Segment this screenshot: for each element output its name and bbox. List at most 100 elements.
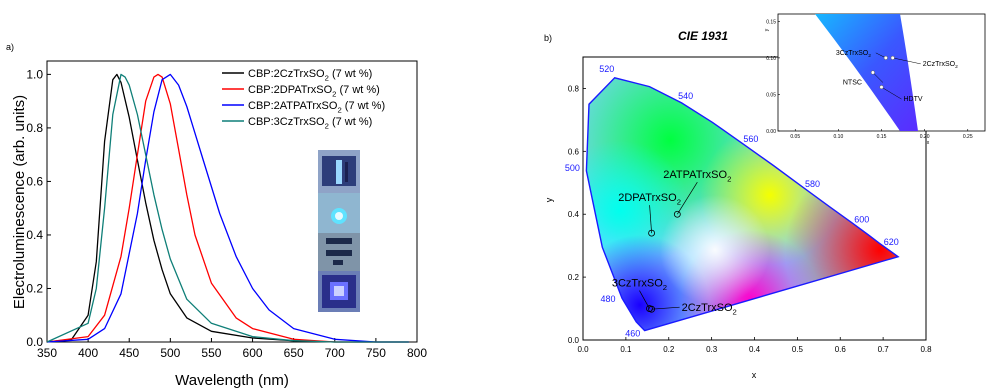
- inset-y-axis-label: y: [764, 28, 770, 31]
- y-tick-label: 0.4: [568, 210, 580, 219]
- inset-point-marker: [879, 85, 884, 90]
- legend-entry-suffix: (7 wt %): [329, 68, 372, 80]
- inset-point-label-subscript: 2: [955, 64, 958, 70]
- series-line: [46, 73, 409, 343]
- x-tick-label: 500: [160, 346, 180, 360]
- wavelength-label: 560: [743, 134, 758, 144]
- point-label-subscript: 2: [677, 197, 681, 206]
- device-photo: [318, 150, 360, 312]
- y-tick-label: 0.2: [568, 273, 580, 282]
- inset-point-label-text: 2CzTrxSO: [923, 61, 956, 68]
- y-tick-label: 0.00: [766, 129, 776, 135]
- point-label: 2ATPATrxSO2: [663, 169, 731, 183]
- x-tick-label: 0.6: [835, 345, 847, 354]
- inset-point-label-text: NTSC: [843, 80, 862, 87]
- legend-entry-subscript: 2: [325, 121, 329, 130]
- legend-entry-subscript: 2: [337, 105, 341, 114]
- x-tick-label: 600: [243, 346, 263, 360]
- data-point-marker: [673, 210, 681, 218]
- point-label: 3CzTrxSO2: [612, 278, 667, 292]
- panel-b-x-axis-label: x: [752, 370, 757, 380]
- legend-entry-suffix: (7 wt %): [329, 116, 372, 128]
- legend-entry: CBP:3CzTrxSO2 (7 wt %): [248, 116, 372, 130]
- x-tick-label: 0.05: [790, 134, 800, 140]
- wavelength-label: 580: [805, 179, 820, 189]
- inset-leader-line: [872, 72, 884, 83]
- x-tick-label: 0.2: [663, 345, 675, 354]
- y-tick-label: 0.6: [26, 174, 43, 188]
- x-tick-label: 0.15: [877, 134, 887, 140]
- x-tick-label: 0.4: [749, 345, 761, 354]
- point-label-subscript: 2: [727, 175, 731, 184]
- wavelength-label: 600: [854, 215, 869, 225]
- y-tick-label: 0.10: [766, 56, 776, 62]
- spectral-locus: [585, 77, 900, 332]
- x-tick-label: 0.10: [834, 134, 844, 140]
- inset-point-marker: [870, 70, 875, 75]
- legend-entry: CBP:2DPATrxSO2 (7 wt %): [248, 84, 380, 98]
- y-tick-label: 0.2: [26, 281, 43, 295]
- inset-x-axis: 0.05 0.10 0.15 0.20 0.25: [790, 129, 973, 140]
- series-line: [46, 73, 409, 343]
- x-tick-label: 550: [201, 346, 221, 360]
- panel-a-chart: a) 350 400 450 500 550 600 650 700 750 800 0.0 0.2…: [6, 42, 427, 389]
- x-tick-label: 0.25: [963, 134, 973, 140]
- legend-entry-suffix: (7 wt %): [342, 100, 385, 112]
- x-tick-label: 650: [284, 346, 304, 360]
- y-tick-label: 0.0: [568, 336, 580, 345]
- cie-inset: 0.05 0.10 0.15 0.20 0.25 0.00 0.05 0.10 0.15 3C…: [764, 13, 986, 146]
- legend-entry-text: CBP:2CzTrxSO: [248, 68, 325, 80]
- inset-point-label-text: HDTV: [904, 96, 923, 103]
- x-tick-label: 0.8: [920, 345, 932, 354]
- y-tick-label: 0.8: [26, 121, 43, 135]
- inset-point-marker: [883, 55, 888, 60]
- y-tick-label: 0.0: [26, 335, 43, 349]
- inset-leader-line: [881, 86, 902, 100]
- panel-a-x-axis: 350 400 450 500 550 600 650 700 750 800: [37, 338, 427, 360]
- wavelength-label: 540: [678, 91, 693, 101]
- legend-entry: CBP:2ATPATrxSO2 (7 wt %): [248, 100, 385, 114]
- point-label-text: 2ATPATrxSO: [663, 169, 727, 181]
- wavelength-label: 460: [625, 329, 640, 339]
- x-tick-label: 800: [407, 346, 427, 360]
- panel-a-y-axis: 0.0 0.2 0.4 0.6 0.8 1.0: [26, 67, 51, 349]
- y-tick-label: 0.05: [766, 92, 776, 98]
- x-tick-label: 700: [325, 346, 345, 360]
- wavelength-label: 480: [601, 294, 616, 304]
- x-tick-label: 0.1: [620, 345, 632, 354]
- wavelength-label: 620: [884, 237, 899, 247]
- y-tick-label: 0.8: [568, 84, 580, 93]
- inset-point-label-text: 3CzTrxSO: [836, 50, 869, 57]
- panel-b-x-axis: 0.0 0.1 0.2 0.3 0.4 0.5 0.6 0.7 0.8: [577, 337, 932, 354]
- inset-point-label: 3CzTrxSO2: [836, 50, 871, 59]
- legend-entry-text: CBP:2ATPATrxSO: [248, 100, 338, 112]
- inset-color-wedge: [815, 14, 918, 131]
- legend-entry-suffix: (7 wt %): [336, 84, 379, 96]
- panel-b-chart: b) CIE 1931 0.0 0.1 0.2 0.3 0.4 0.5 0.6 0.7 0.8 …: [544, 13, 986, 380]
- y-tick-label: 0.15: [766, 19, 776, 25]
- inset-point-label: 2CzTrxSO2: [923, 61, 958, 70]
- wavelength-label: 520: [599, 64, 614, 74]
- x-tick-label: 0.7: [878, 345, 890, 354]
- point-leader-line: [677, 182, 698, 215]
- point-label-text: 2DPATrxSO: [618, 192, 677, 204]
- inset-leader-line: [892, 57, 921, 65]
- inset-y-axis: 0.00 0.05 0.10 0.15: [766, 19, 780, 135]
- data-point-marker: [648, 229, 655, 237]
- panel-b-y-axis: 0.0 0.2 0.4 0.6 0.8: [568, 84, 586, 345]
- panel-a-y-axis-label: Electroluminescence (arb. units): [11, 95, 28, 309]
- panel-a-x-axis-label: Wavelength (nm): [175, 372, 289, 389]
- inset-point-label-subscript: 2: [868, 53, 871, 59]
- inset-point-label: NTSC: [843, 80, 862, 87]
- series-line: [46, 73, 409, 343]
- inset-x-axis-label: x: [927, 140, 930, 146]
- series-line: [46, 73, 409, 343]
- point-leader-line: [649, 205, 652, 234]
- legend-entry: CBP:2CzTrxSO2 (7 wt %): [248, 68, 372, 82]
- legend-entry-text: CBP:2DPATrxSO: [248, 84, 333, 96]
- point-label-subscript: 2: [733, 307, 737, 316]
- point-label: 2DPATrxSO2: [618, 192, 681, 206]
- x-tick-label: 400: [78, 346, 98, 360]
